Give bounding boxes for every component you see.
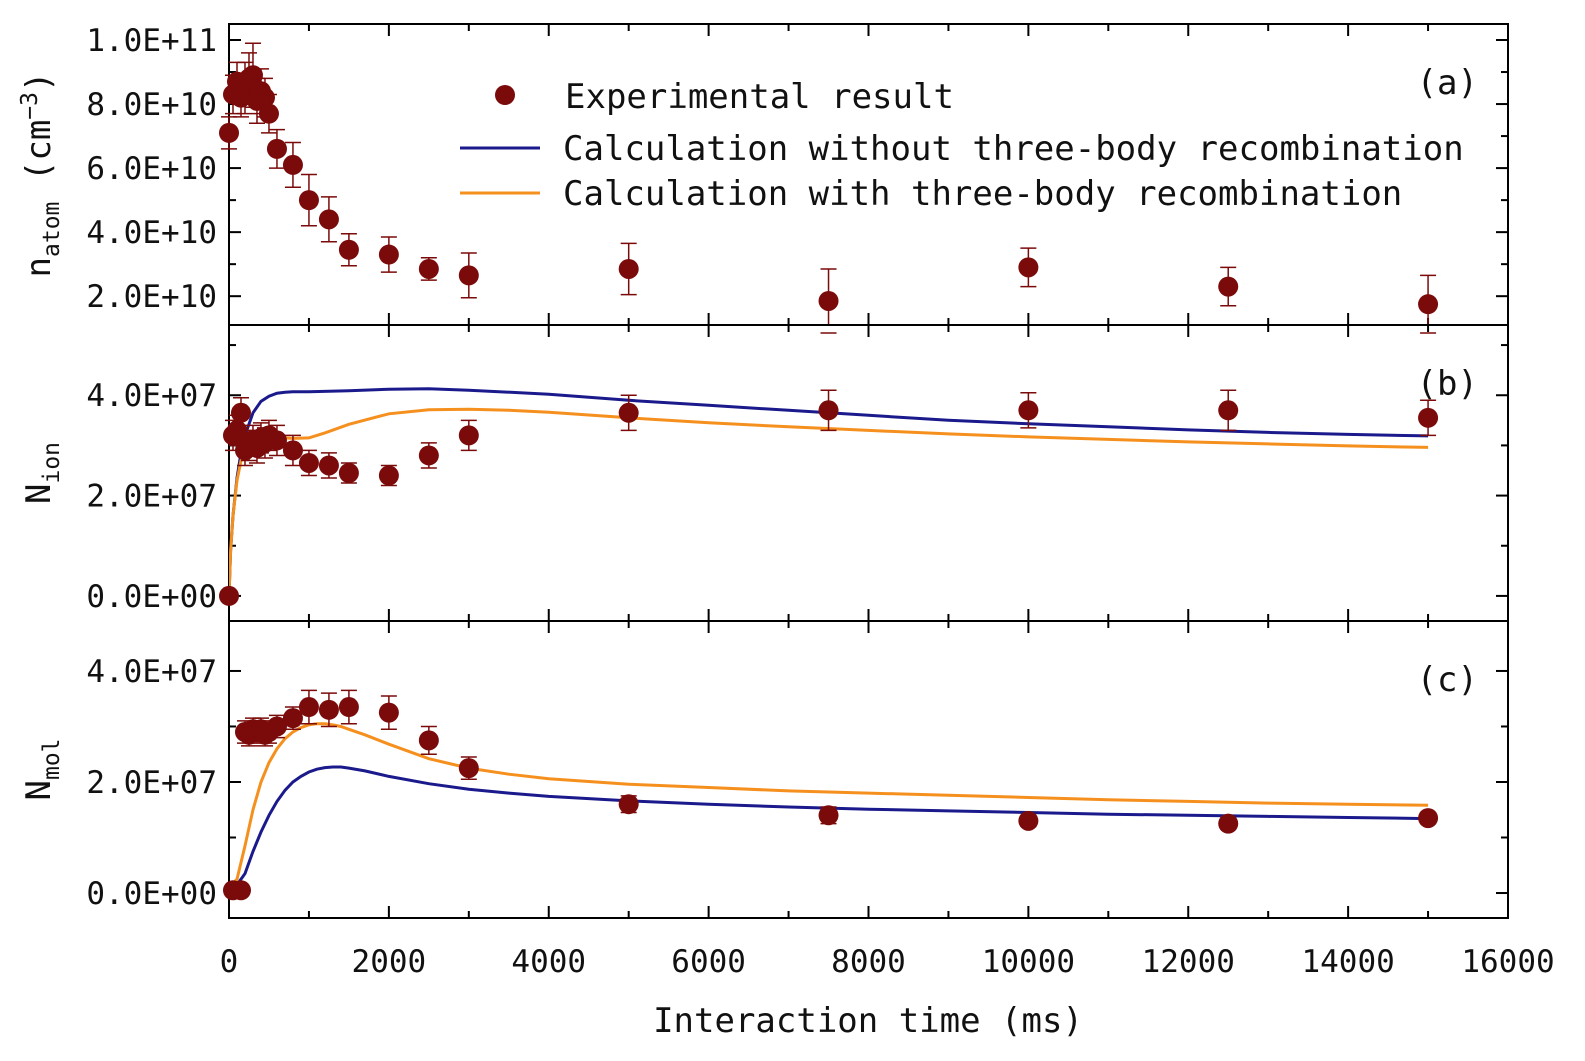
data-point <box>282 440 303 461</box>
data-point <box>1218 276 1239 297</box>
data-point <box>219 585 239 606</box>
y-label-unit: (cm <box>19 120 59 202</box>
data-point <box>282 154 303 175</box>
data-point <box>378 244 399 265</box>
panel-frame <box>228 324 1509 622</box>
x-tick-label: 10000 <box>982 944 1075 980</box>
data-point <box>318 455 339 476</box>
series-line <box>229 765 1429 889</box>
legend-label-without: Calculation without three-body recombina… <box>563 129 1464 169</box>
data-point <box>618 258 639 279</box>
data-point <box>258 103 279 124</box>
y-tick-label: 2.0E+07 <box>86 479 217 515</box>
series-line <box>229 407 1429 596</box>
x-axis: 0 2000 4000 6000 8000 10000 12000 14000 16000 <box>220 944 1555 980</box>
data-point <box>618 402 639 423</box>
data-point <box>266 430 287 451</box>
x-tick-label: 8000 <box>831 944 906 980</box>
series-line <box>229 722 1429 889</box>
legend-label-with: Calculation with three-body recombinatio… <box>563 174 1402 214</box>
panel-frame <box>228 620 1509 919</box>
panels: 2.0E+10 4.0E+10 6.0E+10 8.0E+10 1.0E+11 (a) na… <box>17 23 1509 919</box>
x-axis-title: Interaction time (ms) <box>653 1001 1083 1041</box>
data-point <box>266 716 287 737</box>
data-point <box>298 697 319 718</box>
y-tick-label: 4.0E+10 <box>86 215 217 251</box>
y-tick-label: 2.0E+10 <box>86 279 217 315</box>
data-point <box>266 138 287 159</box>
data-point <box>219 122 239 143</box>
data-point <box>418 445 439 466</box>
legend: Experimental result Calculation without … <box>460 77 1464 214</box>
data-point <box>818 400 839 421</box>
x-tick-label: 6000 <box>671 944 746 980</box>
panel-tag: (a) <box>1417 63 1478 103</box>
data-point <box>1218 400 1239 421</box>
data-point <box>242 65 263 86</box>
data-point <box>618 794 639 815</box>
x-tick-label: 14000 <box>1301 944 1394 980</box>
y-tick-label: 6.0E+10 <box>86 151 217 187</box>
data-point <box>458 425 479 446</box>
y-tick-label: 0.0E+00 <box>86 579 217 615</box>
data-point <box>1418 808 1439 829</box>
data-point <box>318 209 339 230</box>
data-point <box>1018 257 1039 278</box>
data-point <box>818 805 839 826</box>
data-point <box>318 699 339 720</box>
y-axis-title: natom (cm−3) <box>17 72 65 278</box>
panel-1: 2.0E+10 4.0E+10 6.0E+10 8.0E+10 1.0E+11 (a) na… <box>17 23 1509 334</box>
x-tick-label: 0 <box>220 944 239 980</box>
y-tick-label: 0.0E+00 <box>86 876 217 912</box>
y-tick-label: 2.0E+07 <box>86 765 217 801</box>
data-point <box>230 402 251 423</box>
x-tick-label: 2000 <box>352 944 427 980</box>
data-point <box>230 880 251 901</box>
panel-2: 0.0E+00 2.0E+07 4.0E+07 (b) Nion <box>19 324 1509 622</box>
data-point <box>282 708 303 729</box>
data-point <box>298 452 319 473</box>
y-tick-label: 4.0E+07 <box>86 378 217 414</box>
y-label-unit-close: ) <box>19 72 59 92</box>
panel-tag: (b) <box>1417 364 1478 404</box>
y-label-base: N <box>19 780 59 800</box>
x-tick-label: 12000 <box>1142 944 1235 980</box>
y-label-sub: atom <box>39 202 65 257</box>
data-point <box>378 465 399 486</box>
y-label-sub: mol <box>39 738 65 780</box>
data-point <box>378 702 399 723</box>
data-point <box>458 265 479 286</box>
data-point <box>338 463 359 483</box>
data-point <box>418 730 439 751</box>
data-point <box>254 87 275 108</box>
y-label-sup: −3 <box>17 92 43 120</box>
y-tick-label: 1.0E+11 <box>86 23 217 59</box>
y-label-base: N <box>19 484 59 504</box>
legend-label-experimental: Experimental result <box>565 77 954 117</box>
y-label-sub: ion <box>39 442 65 484</box>
data-point <box>1018 400 1039 421</box>
data-point <box>458 758 479 779</box>
data-point <box>818 290 839 311</box>
panel-3: 0.0E+00 2.0E+07 4.0E+07 (c) Nmol <box>19 620 1509 919</box>
y-axis-title: Nion <box>19 442 65 504</box>
y-tick-label: 8.0E+10 <box>86 87 217 123</box>
legend-marker-experimental <box>495 85 515 105</box>
y-tick-label: 4.0E+07 <box>86 654 217 690</box>
y-label-base: n <box>19 257 59 277</box>
data-point <box>418 258 439 279</box>
x-tick-label: 4000 <box>511 944 586 980</box>
data-point <box>338 239 359 260</box>
data-point <box>1018 810 1039 831</box>
y-axis-title: Nmol <box>19 738 65 800</box>
x-tick-label: 16000 <box>1461 944 1554 980</box>
panel-tag: (c) <box>1417 660 1478 700</box>
data-point <box>1418 294 1439 315</box>
data-point <box>1418 407 1439 428</box>
data-point <box>298 190 319 211</box>
data-point <box>1218 813 1239 834</box>
data-point <box>338 697 359 718</box>
